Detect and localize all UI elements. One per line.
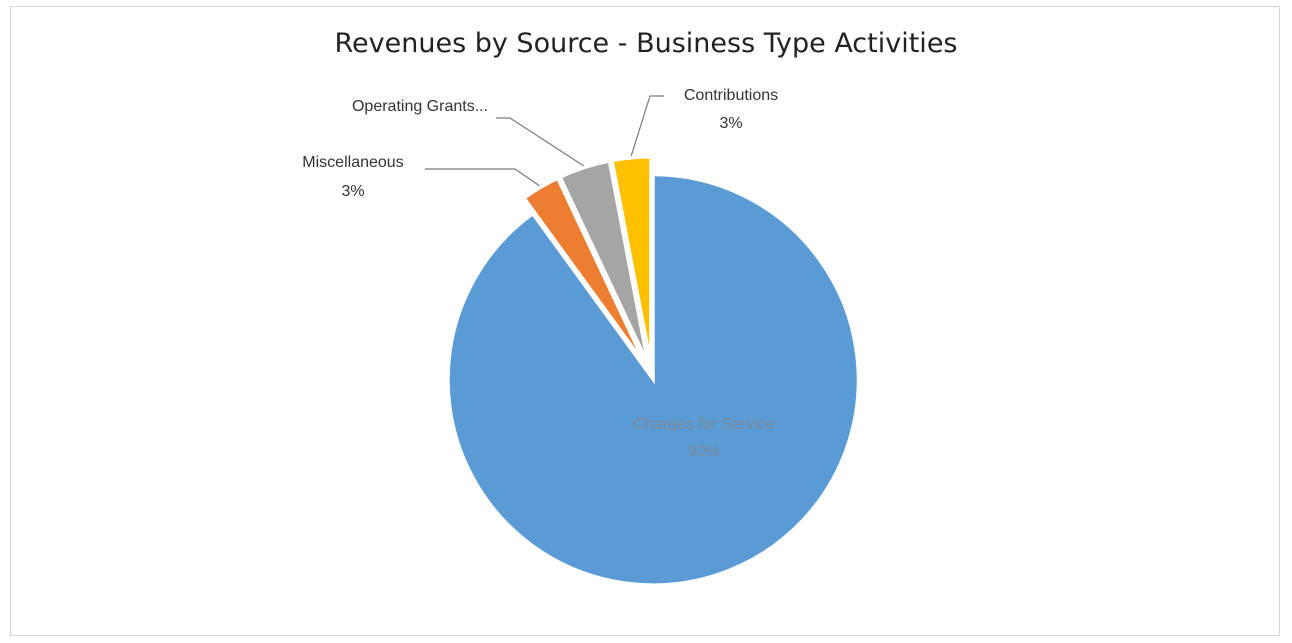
- pie-slice-charges-for-service: [446, 173, 860, 587]
- leader-line-contributions: [630, 95, 664, 157]
- pie-slice-operating-grants: [558, 159, 650, 364]
- data-label-charges-for-service-value: 90%: [688, 443, 720, 460]
- pie-slice-contributions: [610, 155, 653, 363]
- data-label-contributions-value: 3%: [719, 115, 742, 132]
- data-label-charges-for-service-name: Charges for Service: [633, 416, 774, 433]
- chart-title: Revenues by Source - Business Type Activ…: [334, 28, 958, 59]
- data-label-contributions-name: Contributions: [684, 87, 778, 104]
- data-label-miscellaneous-name: Miscellaneous: [302, 154, 403, 171]
- pie-slice-miscellaneous: [522, 176, 647, 365]
- leader-line-operating-grants: [496, 117, 585, 167]
- leader-line-miscellaneous: [425, 168, 540, 187]
- data-label-miscellaneous-value: 3%: [341, 183, 364, 200]
- data-label-operating-grants-name: Operating Grants...: [352, 98, 488, 115]
